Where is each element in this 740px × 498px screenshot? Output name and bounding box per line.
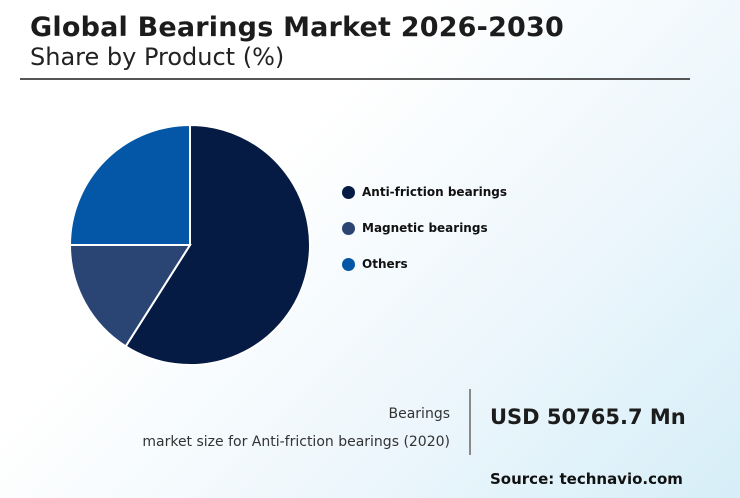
- legend-item: Anti-friction bearings: [342, 174, 507, 210]
- pie-slice: [68, 244, 192, 348]
- pie-slice: [124, 123, 311, 366]
- metric-value: USD 50765.7 Mn: [490, 405, 686, 429]
- legend-marker: [342, 221, 355, 235]
- metric-line-1: Bearings: [388, 406, 451, 422]
- chart-subtitle: Share by Product (%): [30, 43, 285, 71]
- title-divider: [20, 78, 690, 80]
- legend-marker: [342, 257, 355, 271]
- metric-description: Bearings market size for Anti-friction b…: [142, 400, 450, 456]
- pie-slice: [68, 123, 191, 246]
- metric-divider: [469, 389, 471, 455]
- legend-label: Magnetic bearings: [362, 221, 488, 235]
- source-label: Source: technavio.com: [490, 470, 683, 488]
- legend-item: Magnetic bearings: [342, 210, 507, 246]
- legend-marker: [342, 185, 355, 199]
- chart-title: Global Bearings Market 2026-2030: [30, 12, 565, 43]
- metric-line-2: market size for Anti-friction bearings (…: [142, 434, 450, 450]
- legend: Anti-friction bearings Magnetic bearings…: [342, 174, 507, 282]
- legend-label: Anti-friction bearings: [362, 185, 507, 199]
- legend-label: Others: [362, 257, 408, 271]
- legend-item: Others: [342, 246, 507, 282]
